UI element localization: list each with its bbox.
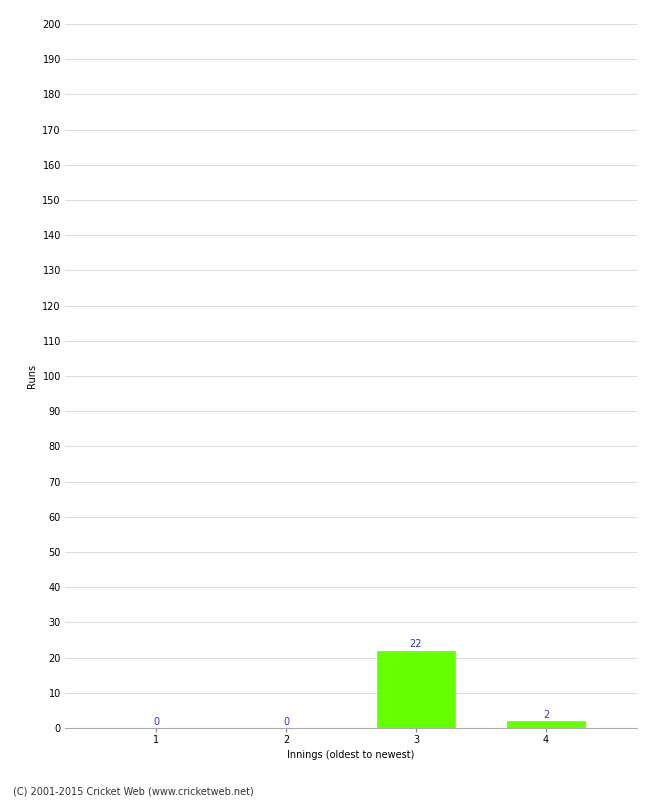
Bar — [507, 721, 585, 728]
Text: (C) 2001-2015 Cricket Web (www.cricketweb.net): (C) 2001-2015 Cricket Web (www.cricketwe… — [13, 786, 254, 796]
Text: 22: 22 — [410, 639, 422, 649]
Bar — [377, 650, 455, 728]
X-axis label: Innings (oldest to newest): Innings (oldest to newest) — [287, 750, 415, 761]
Text: 0: 0 — [283, 717, 289, 726]
Text: 2: 2 — [543, 710, 549, 719]
Text: 0: 0 — [153, 717, 159, 726]
Y-axis label: Runs: Runs — [27, 364, 37, 388]
